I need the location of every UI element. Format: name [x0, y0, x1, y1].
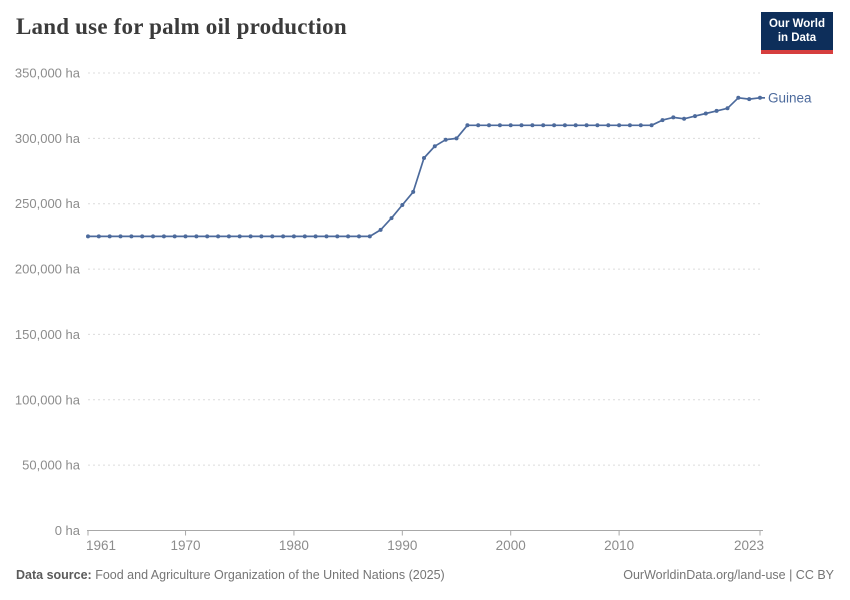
data-point[interactable] [389, 216, 394, 221]
data-point[interactable] [346, 234, 351, 239]
page-title: Land use for palm oil production [16, 14, 347, 39]
data-point[interactable] [259, 234, 264, 239]
x-axis-label: 1961 [86, 538, 116, 553]
data-point[interactable] [194, 234, 199, 239]
x-axis-label: 2010 [604, 538, 634, 553]
data-point[interactable] [367, 234, 372, 239]
data-point[interactable] [118, 234, 123, 239]
data-point[interactable] [400, 203, 405, 207]
y-axis-label: 0 ha [55, 523, 81, 538]
data-point[interactable] [183, 234, 188, 239]
license-note[interactable]: OurWorldinData.org/land-use | CC BY [623, 568, 834, 582]
data-point[interactable] [758, 95, 762, 100]
data-point[interactable] [703, 111, 708, 116]
x-axis-label: 2023 [734, 538, 764, 553]
data-point[interactable] [508, 123, 513, 128]
data-point[interactable] [129, 234, 134, 239]
data-point[interactable] [476, 123, 481, 128]
data-point[interactable] [357, 234, 361, 239]
data-point[interactable] [107, 234, 112, 239]
data-point[interactable] [96, 234, 101, 239]
y-axis-label: 250,000 ha [15, 196, 81, 211]
data-point[interactable] [682, 116, 687, 121]
data-point[interactable] [432, 144, 437, 149]
data-point[interactable] [411, 189, 416, 194]
data-point[interactable] [324, 234, 329, 239]
data-point[interactable] [736, 95, 741, 100]
data-point[interactable] [725, 106, 730, 111]
data-point[interactable] [335, 234, 340, 239]
data-point[interactable] [552, 123, 557, 128]
data-point[interactable] [671, 115, 676, 120]
data-point[interactable] [747, 97, 752, 102]
data-point[interactable] [226, 234, 231, 239]
y-axis-label: 350,000 ha [15, 66, 81, 81]
data-point[interactable] [216, 234, 221, 239]
data-point[interactable] [584, 123, 589, 128]
y-axis-label: 200,000 ha [15, 262, 81, 277]
data-point[interactable] [638, 123, 643, 128]
data-point[interactable] [313, 234, 318, 239]
data-point[interactable] [487, 123, 491, 128]
data-point[interactable] [693, 114, 697, 119]
data-point[interactable] [454, 136, 459, 141]
owid-logo-line1: Our World [768, 18, 825, 30]
chart-footer: Data source: Food and Agriculture Organi… [16, 568, 834, 582]
data-point[interactable] [530, 123, 535, 128]
data-source-text: Food and Agriculture Organization of the… [91, 568, 445, 582]
data-point[interactable] [151, 234, 155, 239]
data-point[interactable] [205, 234, 210, 239]
data-point[interactable] [422, 156, 426, 160]
data-point[interactable] [281, 234, 286, 239]
series-label-guinea[interactable]: Guinea [768, 90, 812, 105]
data-source-label: Data source: [16, 568, 92, 582]
owid-logo-line2: in Data [777, 32, 817, 45]
x-axis-label: 1990 [387, 538, 417, 553]
data-point[interactable] [497, 123, 502, 128]
data-point[interactable] [573, 123, 578, 128]
owid-logo[interactable]: Our World in Data [760, 12, 833, 54]
data-point[interactable] [562, 123, 567, 128]
x-axis-label: 2000 [496, 538, 526, 553]
data-point[interactable] [86, 234, 90, 239]
data-point[interactable] [660, 118, 665, 123]
data-point[interactable] [270, 234, 275, 239]
x-axis-label: 1970 [171, 538, 201, 553]
data-point[interactable] [248, 234, 253, 239]
data-point[interactable] [237, 234, 242, 239]
data-point[interactable] [465, 123, 470, 128]
y-axis-label: 150,000 ha [15, 327, 81, 342]
data-point[interactable] [617, 123, 622, 128]
x-axis-label: 1980 [279, 538, 309, 553]
data-point[interactable] [378, 227, 383, 232]
data-point[interactable] [302, 234, 307, 239]
data-point[interactable] [541, 123, 546, 128]
y-axis-label: 100,000 ha [15, 392, 81, 407]
data-point[interactable] [649, 123, 654, 128]
data-point[interactable] [443, 137, 448, 142]
data-point[interactable] [714, 108, 719, 113]
data-point[interactable] [519, 123, 524, 128]
y-axis-label: 300,000 ha [15, 131, 81, 146]
data-point[interactable] [291, 234, 296, 239]
y-axis-label: 50,000 ha [22, 458, 81, 473]
data-point[interactable] [161, 234, 166, 239]
series-line-guinea[interactable] [87, 96, 761, 238]
data-point[interactable] [172, 234, 177, 239]
data-point[interactable] [627, 123, 632, 128]
data-point[interactable] [140, 234, 145, 239]
data-point[interactable] [606, 123, 611, 128]
data-point[interactable] [595, 123, 600, 128]
data-source-note: Data source: Food and Agriculture Organi… [16, 568, 445, 582]
